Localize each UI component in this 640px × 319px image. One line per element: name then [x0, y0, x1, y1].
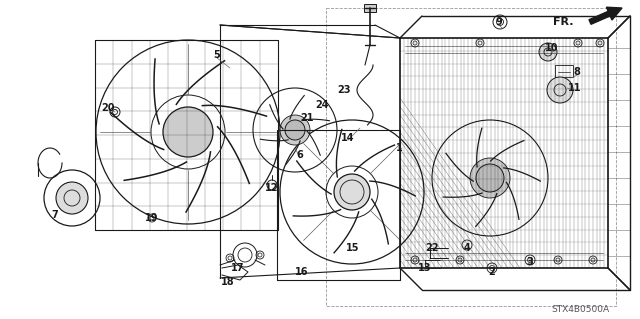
Text: 12: 12 [265, 183, 279, 193]
Circle shape [476, 164, 504, 192]
Text: 6: 6 [296, 150, 303, 160]
Text: 15: 15 [346, 243, 360, 253]
Circle shape [470, 158, 510, 198]
Text: 5: 5 [214, 50, 220, 60]
Circle shape [56, 182, 88, 214]
Text: 14: 14 [341, 133, 355, 143]
Text: 1: 1 [396, 143, 403, 153]
Bar [364, 4, 376, 12]
Text: 16: 16 [295, 267, 308, 277]
Text: 22: 22 [425, 243, 439, 253]
Text: 19: 19 [145, 213, 159, 223]
FancyArrow shape [589, 7, 622, 24]
Text: 8: 8 [573, 67, 580, 77]
Bar [555, 65, 573, 77]
Text: 17: 17 [231, 263, 244, 273]
Text: 21: 21 [300, 113, 314, 123]
Text: 24: 24 [316, 100, 329, 110]
Text: 18: 18 [221, 277, 235, 287]
Text: 13: 13 [419, 263, 432, 273]
Text: FR.: FR. [554, 17, 574, 27]
Text: 9: 9 [495, 17, 502, 27]
Bar [326, 8, 616, 306]
Circle shape [334, 174, 370, 210]
Text: 3: 3 [527, 257, 533, 267]
Text: 23: 23 [337, 85, 351, 95]
Text: STX4B0500A: STX4B0500A [551, 306, 609, 315]
Circle shape [285, 120, 305, 140]
Text: 10: 10 [545, 43, 559, 53]
Text: 2: 2 [488, 267, 495, 277]
Circle shape [539, 43, 557, 61]
Text: 7: 7 [52, 210, 58, 220]
Text: 11: 11 [568, 83, 582, 93]
Circle shape [280, 115, 310, 145]
Circle shape [163, 107, 213, 157]
Circle shape [547, 77, 573, 103]
Text: 4: 4 [463, 243, 470, 253]
Text: 20: 20 [101, 103, 115, 113]
